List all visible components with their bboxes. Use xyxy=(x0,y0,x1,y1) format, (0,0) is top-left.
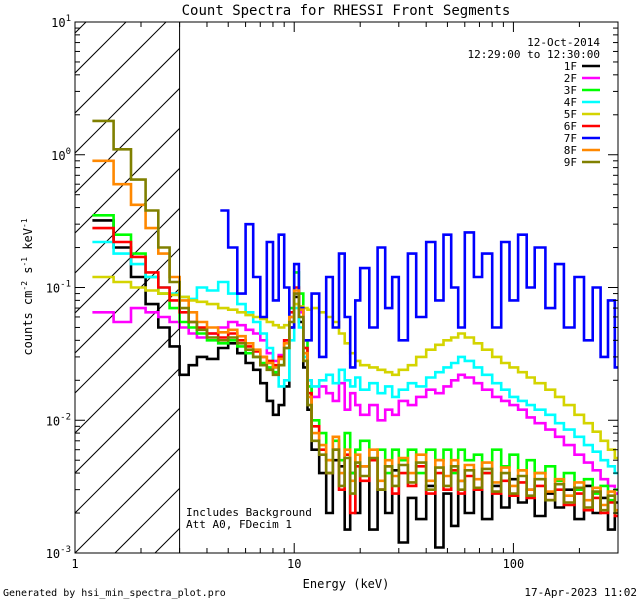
legend-label-9F: 9F xyxy=(564,156,577,169)
hatch-line xyxy=(75,207,180,314)
y-axis-label-exp1: -2 xyxy=(20,281,29,291)
y-tick-label: 10-2 xyxy=(46,412,71,428)
footer-timestamp: 17-Apr-2023 11:02 xyxy=(524,586,637,599)
y-tick-label: 101 xyxy=(51,14,71,30)
legend-label-2F: 2F xyxy=(564,72,577,85)
footer-generator: Generated by hsi_min_spectra_plot.pro xyxy=(3,588,226,599)
hatch-line xyxy=(75,87,180,194)
time-range-label: 12:29:00 to 12:30:00 xyxy=(468,48,600,61)
chart-title: Count Spectra for RHESSI Front Segments xyxy=(182,3,511,19)
y-tick-label: 10-1 xyxy=(46,280,71,296)
legend-label-6F: 6F xyxy=(564,120,577,133)
series-9F-line xyxy=(92,119,618,515)
x-axis-label: Energy (keV) xyxy=(303,577,390,591)
y-tick-label: 10-3 xyxy=(46,545,71,561)
y-axis-label-exp3: -1 xyxy=(20,218,29,228)
hatch-line xyxy=(75,407,180,514)
hatch-line xyxy=(75,367,180,474)
y-axis-ticks: 10-3 10-2 10-1 100 101 xyxy=(46,14,618,561)
hatch-line xyxy=(75,47,180,154)
legend-label-4F: 4F xyxy=(564,96,577,109)
y-axis-label-mid1: s xyxy=(21,267,35,281)
legend-label-8F: 8F xyxy=(564,144,577,157)
annotation-background: Includes Background xyxy=(186,506,312,519)
hatch-line xyxy=(75,447,180,553)
legend-label-1F: 1F xyxy=(564,60,577,73)
series-layer xyxy=(92,119,618,549)
y-axis-label-mid2: keV xyxy=(21,228,35,257)
x-tick-label: 10 xyxy=(287,557,301,571)
date-label: 12-Oct-2014 xyxy=(527,36,600,49)
y-axis-label-exp2: -1 xyxy=(20,257,29,267)
annotation-attenuator: Att A0, FDecim 1 xyxy=(186,518,292,531)
x-axis-ticks: 1 10 100 xyxy=(71,22,580,571)
y-axis-label: counts cm-2 s-1 keV-1 xyxy=(20,218,35,355)
y-axis-label-base: counts cm xyxy=(21,291,35,356)
hatch-line xyxy=(75,22,167,114)
legend-label-7F: 7F xyxy=(564,132,577,145)
x-tick-label: 100 xyxy=(503,557,525,571)
hatch-line xyxy=(75,22,87,34)
series-7F-line xyxy=(220,209,618,369)
y-tick-label: 100 xyxy=(51,147,71,163)
legend-label-5F: 5F xyxy=(564,108,577,121)
x-tick-label: 1 xyxy=(71,557,78,571)
legend-label-3F: 3F xyxy=(564,84,577,97)
series-2F-line xyxy=(92,292,618,495)
series-4F-line xyxy=(92,240,618,475)
